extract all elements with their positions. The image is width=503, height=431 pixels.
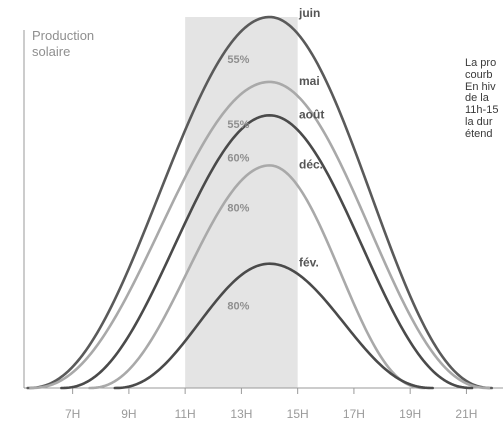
month-label: déc. <box>299 157 323 171</box>
side-description: La pro courb En hiv de la 11h-15 la dur … <box>465 58 503 141</box>
series-curve <box>26 15 494 390</box>
month-label: août <box>299 107 324 121</box>
x-tick-label: 15H <box>287 407 309 421</box>
side-text-line: étend <box>465 128 493 140</box>
y-axis-label-line-2: solaire <box>32 44 71 59</box>
x-tick-label: 21H <box>455 407 477 421</box>
x-tick-label: 9H <box>121 407 136 421</box>
side-text-line: la dur <box>465 116 493 128</box>
month-label: mai <box>299 74 320 88</box>
percent-label: 55% <box>227 54 249 66</box>
midday-band <box>185 17 298 388</box>
side-text-line: La pro <box>465 58 497 69</box>
side-text-line: En hiv <box>465 81 496 93</box>
side-text-line: courb <box>465 69 493 81</box>
percent-label: 55% <box>227 119 249 131</box>
side-text-line: 11h-15 <box>465 105 499 117</box>
x-tick-label: 11H <box>175 407 196 421</box>
percent-label: 60% <box>227 152 249 164</box>
percent-label: 80% <box>227 202 249 214</box>
x-tick-label: 17H <box>343 407 365 421</box>
y-axis-label: Production solaire <box>32 28 94 60</box>
month-label: juin <box>298 6 320 20</box>
series-curve <box>60 114 474 390</box>
y-axis-label-line-1: Production <box>32 28 95 43</box>
month-label: fév. <box>299 256 319 270</box>
x-tick-label: 7H <box>65 407 80 421</box>
percent-label: 80% <box>227 301 249 313</box>
series-curve <box>113 262 434 390</box>
series-curve <box>88 164 426 390</box>
x-tick-label: 13H <box>230 407 252 421</box>
x-tick-label: 19H <box>399 407 421 421</box>
series-curve <box>29 80 491 390</box>
side-text-line: de la <box>465 93 489 105</box>
